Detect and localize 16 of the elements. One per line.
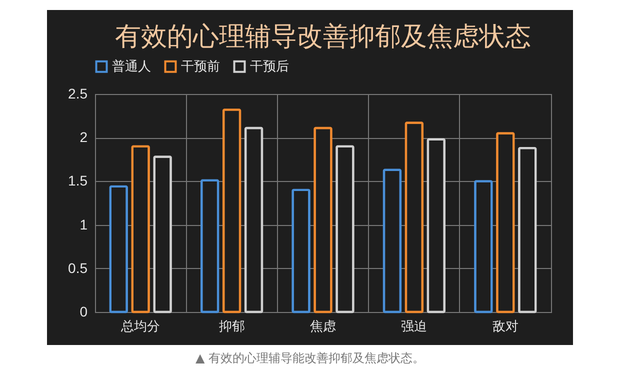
y-tick-label: 1.5 bbox=[68, 172, 88, 189]
x-tick-label: 敌对 bbox=[492, 318, 518, 334]
y-tick-label: 2 bbox=[80, 129, 88, 146]
legend-label: 普通人 bbox=[112, 58, 151, 74]
y-tick-label: 0.5 bbox=[68, 260, 88, 276]
y-tick-label: 0 bbox=[80, 304, 88, 320]
legend-label: 干预前 bbox=[181, 58, 220, 74]
text: ▲ 有效的心理辅导能改善抑郁及焦虑状态。 bbox=[194, 350, 426, 367]
y-tick-label: 2.5 bbox=[68, 86, 88, 102]
legend-label: 干预后 bbox=[250, 58, 289, 74]
x-tick-label: 抑郁 bbox=[218, 318, 245, 334]
x-tick-label: 焦虑 bbox=[310, 318, 336, 334]
y-tick-label: 1 bbox=[80, 216, 88, 232]
chart-title: 有效的心理辅导改善抑郁及焦虑状态 bbox=[115, 22, 531, 51]
x-tick-label: 强迫 bbox=[401, 318, 428, 334]
x-tick-label: 总均分 bbox=[120, 318, 160, 334]
